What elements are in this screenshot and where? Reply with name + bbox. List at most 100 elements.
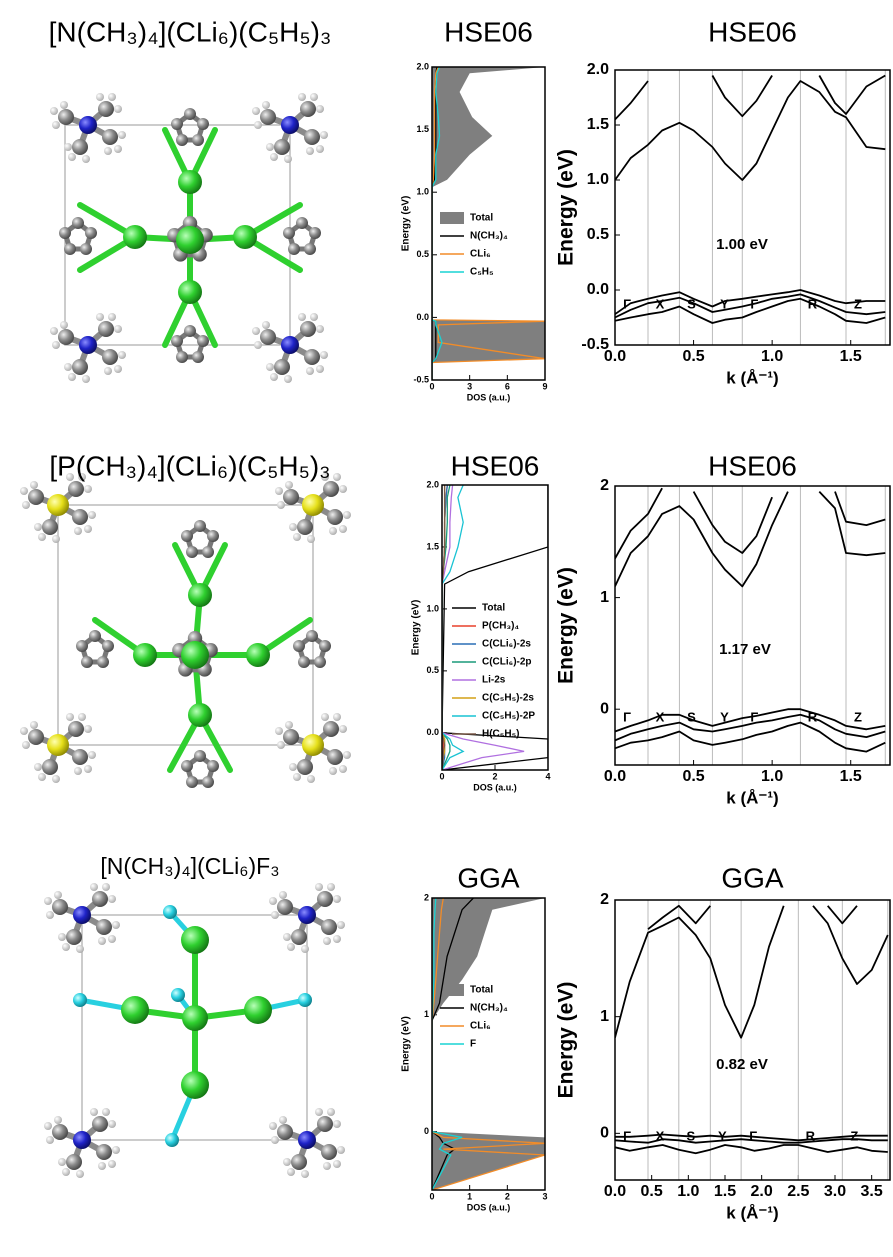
gap-annotation: 1.17 eV bbox=[719, 641, 771, 658]
x-tick-label: 1 bbox=[467, 1191, 472, 1201]
atom bbox=[281, 116, 299, 134]
y-tick-label: 1.5 bbox=[426, 541, 439, 551]
atom bbox=[73, 906, 91, 924]
y-axis-title: Energy (eV) bbox=[401, 196, 412, 252]
x-axis-title: k (Å⁻¹) bbox=[726, 788, 778, 807]
atom bbox=[281, 336, 299, 354]
chart: GGA 0 1 2 0 1 2 3 DOS (a.u.) Energy (eV) Total N(CH… bbox=[401, 862, 548, 1212]
x-axis-title: DOS (a.u.) bbox=[467, 392, 511, 402]
ring bbox=[293, 630, 331, 668]
legend-label: Total bbox=[482, 603, 505, 614]
atom bbox=[298, 993, 312, 1007]
y-tick-label: 0 bbox=[600, 700, 609, 717]
y-tick-label: 1 bbox=[600, 589, 609, 606]
band-line bbox=[615, 293, 886, 319]
x-tick-label: 0 bbox=[429, 1191, 434, 1201]
kpoint-label: Y bbox=[720, 296, 729, 311]
band-line bbox=[615, 80, 886, 181]
y-tick-label: 1.5 bbox=[587, 116, 609, 133]
chart-title: HSE06 bbox=[444, 16, 533, 47]
y-tick-label: 0.0 bbox=[587, 281, 609, 298]
dos-line bbox=[432, 898, 463, 1190]
x-tick-label: 1.0 bbox=[677, 1183, 699, 1200]
legend-label: C(CLi₆)-2p bbox=[482, 657, 532, 668]
x-axis-title: k (Å⁻¹) bbox=[726, 368, 778, 387]
x-tick-label: 6 bbox=[505, 381, 510, 391]
x-tick-label: 0 bbox=[439, 771, 444, 781]
x-axis-title: DOS (a.u.) bbox=[467, 1202, 511, 1212]
chart-title: HSE06 bbox=[708, 450, 797, 481]
plot-frame bbox=[614, 69, 891, 346]
unit-cell bbox=[81, 914, 308, 1141]
x-tick-label: 2.5 bbox=[787, 1183, 809, 1200]
x-tick-label: 4 bbox=[545, 771, 550, 781]
legend-label: CLi₆ bbox=[470, 249, 491, 260]
y-tick-label: 1 bbox=[600, 1008, 609, 1025]
dos-area bbox=[432, 898, 545, 1190]
chart-title: HSE06 bbox=[451, 450, 540, 481]
band-line bbox=[615, 297, 886, 324]
atom bbox=[133, 643, 157, 667]
legend-swatch bbox=[440, 984, 464, 996]
y-tick-label: 0.5 bbox=[587, 226, 609, 243]
kpoint-label: Z bbox=[854, 709, 862, 724]
atom bbox=[233, 225, 257, 249]
structure-title: [N(CH₃)₄](CLi₆)(C₅H₅)₃ bbox=[49, 16, 332, 47]
x-tick-label: 0.5 bbox=[682, 348, 704, 365]
y-axis-title: Energy (eV) bbox=[401, 1016, 412, 1072]
y-tick-label: 2 bbox=[600, 477, 609, 494]
legend-label: C(C₅H₅)-2s bbox=[482, 693, 534, 704]
chart: HSE06-0.50.00.51.01.52.00.0 0.5 1.0 1.5k (Å… bbox=[555, 16, 893, 387]
gap-annotation: 0.82 eV bbox=[716, 1056, 768, 1073]
ring bbox=[171, 108, 209, 146]
x-tick-label: 1.5 bbox=[840, 348, 862, 365]
x-tick-label: 0 bbox=[429, 381, 434, 391]
atom bbox=[79, 336, 97, 354]
plot-frame bbox=[614, 485, 891, 766]
y-tick-label: -0.5 bbox=[413, 374, 429, 384]
band-line bbox=[615, 713, 886, 742]
atom bbox=[298, 906, 316, 924]
y-tick-label: 1.0 bbox=[587, 171, 609, 188]
structure-3 bbox=[44, 883, 345, 1178]
kpoint-label: S bbox=[687, 296, 696, 311]
dos-line bbox=[442, 485, 451, 770]
x-tick-label: 0.0 bbox=[604, 348, 626, 365]
ring bbox=[76, 630, 114, 668]
atom bbox=[47, 734, 69, 756]
chart: HSE06 -0.5 0.0 0.5 1.0 1.5 2.0 0 3 6 9 DOS (a.u.) En… bbox=[401, 16, 548, 402]
atom bbox=[176, 226, 204, 254]
structure-1 bbox=[50, 93, 328, 383]
band-line bbox=[615, 721, 886, 753]
y-axis-title: Energy (eV) bbox=[555, 982, 578, 1099]
kpoint-label: Y bbox=[720, 709, 729, 724]
atom bbox=[73, 1131, 91, 1149]
y-tick-label: 2.0 bbox=[416, 61, 429, 71]
x-tick-label: 0.0 bbox=[604, 1183, 626, 1200]
band-line bbox=[647, 904, 858, 930]
chart: HSE06 0 1 2 0.0 0.5 1.0 1.5 k (Å⁻¹) Energy (eV) Γ X… bbox=[555, 450, 893, 807]
chart: GGA 0 1 2 0.0 0.5 1.0 1.5 2.0 2.5 3.0 3.5 k (Å⁻¹) Ene… bbox=[555, 862, 891, 1222]
chart: HSE06 0.0 0.5 1.0 1.5 2.0 0 2 4 DOS (a.u.) Energy … bbox=[411, 450, 551, 792]
atom bbox=[182, 1005, 208, 1031]
legend-label: Total bbox=[470, 213, 493, 224]
x-axis-title: k (Å⁻¹) bbox=[726, 1203, 778, 1222]
kpoint-label: R bbox=[806, 1128, 816, 1143]
x-tick-label: 3.0 bbox=[824, 1183, 846, 1200]
legend-label: C₅H₅ bbox=[470, 267, 494, 278]
y-axis-title: Energy (eV) bbox=[555, 567, 578, 684]
chart-title: GGA bbox=[721, 862, 784, 893]
atom bbox=[181, 641, 209, 669]
band-line bbox=[615, 905, 889, 1039]
y-tick-label: 0.0 bbox=[416, 312, 429, 322]
chart-title: HSE06 bbox=[708, 16, 797, 47]
legend-label: H(C₅H₅) bbox=[482, 729, 520, 740]
atom bbox=[163, 905, 177, 919]
x-tick-label: 1.5 bbox=[840, 768, 862, 785]
x-axis-title: DOS (a.u.) bbox=[473, 782, 517, 792]
atom bbox=[178, 280, 202, 304]
y-tick-label: 0.5 bbox=[426, 665, 439, 675]
y-tick-label: 2 bbox=[424, 892, 429, 902]
structure-title: [N(CH₃)₄](CLi₆)F₃ bbox=[100, 853, 279, 879]
legend-label: F bbox=[470, 1039, 476, 1050]
